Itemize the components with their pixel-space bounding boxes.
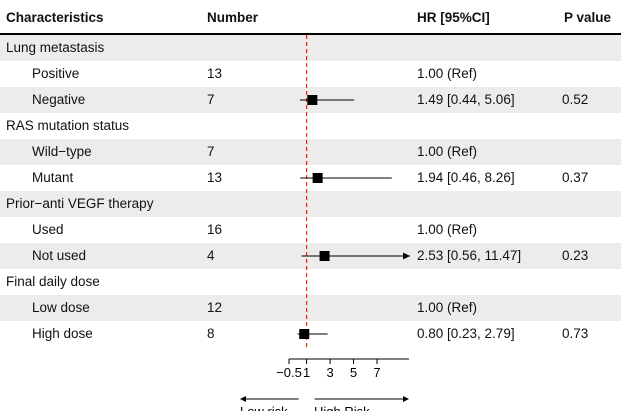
x-tick-label: 5 — [350, 365, 357, 380]
row-label: High dose — [32, 326, 93, 341]
x-tick-label: 1 — [303, 365, 310, 380]
header-characteristics: Characteristics — [6, 10, 104, 25]
group-label: Final daily dose — [6, 274, 100, 289]
row-label: Mutant — [32, 170, 74, 185]
row-hr-ci: 1.49 [0.44, 5.06] — [417, 92, 515, 107]
row-hr-ci: 1.00 (Ref) — [417, 66, 478, 81]
group-label: RAS mutation status — [6, 118, 130, 133]
row-number: 12 — [207, 300, 223, 315]
row-number: 7 — [207, 92, 215, 107]
row-number: 8 — [207, 326, 215, 341]
row-number: 7 — [207, 144, 215, 159]
row-hr-ci: 2.53 [0.56, 11.47] — [417, 248, 522, 263]
header-hr: HR [95%CI] — [417, 10, 490, 25]
row-stripe — [0, 295, 621, 321]
row-stripe — [0, 191, 621, 217]
row-hr-ci: 1.00 (Ref) — [417, 222, 478, 237]
row-p-value: 0.23 — [562, 248, 589, 263]
row-label: Low dose — [32, 300, 90, 315]
row-hr-ci: 1.94 [0.46, 8.26] — [417, 170, 515, 185]
hr-marker — [319, 251, 330, 261]
row-label: Positive — [32, 66, 80, 81]
row-p-value: 0.52 — [562, 92, 589, 107]
group-label: Prior−anti VEGF therapy — [6, 196, 154, 211]
high-risk-label: High Risk — [314, 404, 370, 411]
row-number: 13 — [207, 66, 223, 81]
x-tick-label: 7 — [373, 365, 380, 380]
low-risk-label: Low risk — [240, 404, 288, 411]
row-hr-ci: 1.00 (Ref) — [417, 300, 478, 315]
row-hr-ci: 1.00 (Ref) — [417, 144, 478, 159]
row-stripe — [0, 139, 621, 165]
ci-arrow — [403, 252, 410, 260]
row-label: Not used — [32, 248, 87, 263]
row-p-value: 0.37 — [562, 170, 589, 185]
x-tick-label: −0.5 — [276, 365, 302, 380]
row-stripe — [0, 35, 621, 61]
header-p-value: P value — [564, 10, 612, 25]
high-risk-arrowhead — [403, 396, 409, 402]
row-label: Negative — [32, 92, 86, 107]
header-rule — [0, 33, 621, 35]
row-label: Wild−type — [32, 144, 92, 159]
row-number: 16 — [207, 222, 223, 237]
row-p-value: 0.73 — [562, 326, 589, 341]
row-number: 13 — [207, 170, 223, 185]
group-label: Lung metastasis — [6, 40, 105, 55]
hr-marker — [307, 95, 318, 105]
header-number: Number — [207, 10, 259, 25]
row-hr-ci: 0.80 [0.23, 2.79] — [417, 326, 515, 341]
low-risk-arrowhead — [240, 396, 246, 402]
hr-marker — [312, 173, 323, 183]
row-number: 4 — [207, 248, 215, 263]
row-label: Used — [32, 222, 64, 237]
hr-marker — [299, 329, 310, 339]
x-tick-label: 3 — [326, 365, 333, 380]
